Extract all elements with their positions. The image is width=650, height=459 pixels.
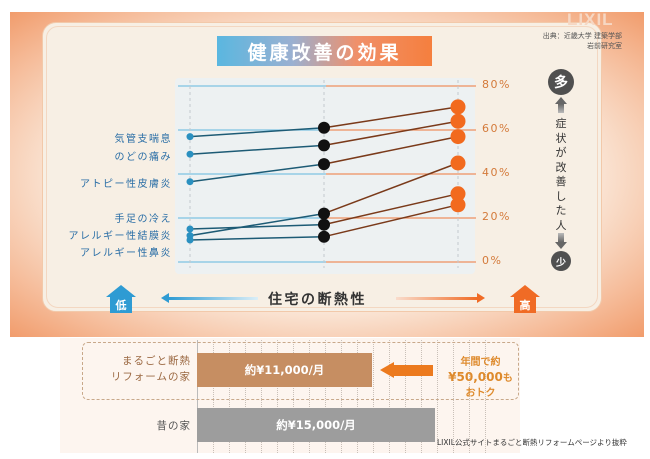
high-house-icon: 高: [510, 285, 540, 313]
data-point-high: [450, 186, 466, 202]
data-point-mid: [318, 218, 330, 231]
low-label: 低: [110, 296, 132, 313]
few-badge: 少: [551, 251, 571, 271]
bar-gridline: [309, 340, 310, 453]
savings-arrow-icon: [380, 362, 433, 379]
savings-note: 年間で約 ¥50,000も おトク: [438, 355, 523, 401]
low-house-icon: 低: [106, 285, 136, 313]
chart-title: 健康改善の効果: [217, 36, 432, 66]
reform-label-line-1: まるごと断熱: [122, 355, 191, 367]
bar-gridline: [341, 340, 342, 453]
lixil-logo: LIXIL: [567, 10, 614, 29]
bar-gridline: [261, 340, 262, 453]
arrow-down-icon: [555, 242, 567, 249]
bar-gridline: [485, 340, 486, 453]
data-point-low: [186, 225, 194, 233]
old-house-label: 昔の家: [156, 420, 191, 432]
high-label: 高: [514, 296, 536, 313]
bar-gridline: [389, 340, 390, 453]
bar-baseline: [197, 340, 198, 453]
reform-highlight-box: [82, 342, 519, 400]
y-tick-label: 40%: [482, 166, 511, 179]
data-point-low: [186, 133, 194, 141]
data-point-high: [450, 99, 466, 115]
bar-gridline: [229, 340, 230, 453]
data-point-low: [186, 178, 194, 186]
bar-gridline: [277, 340, 278, 453]
series-segment: [323, 204, 459, 238]
many-badge: 多: [548, 69, 574, 95]
y-axis-title: 症状が改善した人: [555, 117, 567, 232]
data-point-low: [186, 236, 194, 244]
bar-gridline: [245, 340, 246, 453]
old-cost-bar: 約¥15,000/月: [197, 408, 435, 442]
data-point-mid: [318, 207, 330, 220]
bar-gridline: [293, 340, 294, 453]
series-segment: [189, 235, 325, 241]
source-line-2: 岩前研究室: [587, 42, 622, 50]
caption: LIXIL公式サイトまるごと断熱リフォームページより抜粋: [437, 438, 627, 447]
series-segment: [323, 106, 459, 129]
data-point-mid: [318, 139, 330, 152]
series-segment: [323, 120, 459, 147]
bar-gridline: [421, 340, 422, 453]
series-segment: [189, 223, 325, 230]
x-axis-label: 住宅の断熱性: [268, 292, 367, 308]
savings-prefix: 年間で約: [460, 357, 501, 368]
bar-gridline: [373, 340, 374, 453]
symptom-label: のどの痛み: [114, 152, 172, 163]
arrow-up-stem: [558, 104, 564, 113]
savings-amount: ¥50,000: [448, 370, 503, 384]
data-point-mid: [318, 230, 330, 243]
series-segment: [189, 127, 325, 138]
reform-label-line-2: リフォームの家: [110, 371, 191, 383]
symptom-label: アレルギー性鼻炎: [80, 248, 172, 259]
reform-cost-bar: 約¥11,000/月: [197, 353, 372, 387]
reform-house-label: まるごと断熱 リフォームの家: [96, 353, 191, 385]
symptom-label: アレルギー性結膜炎: [68, 231, 172, 242]
series-segment: [189, 144, 325, 155]
bar-gridline: [357, 340, 358, 453]
data-point-high: [450, 197, 466, 213]
bar-gridline: [325, 340, 326, 453]
y-tick-label: 80%: [482, 78, 511, 91]
symptom-label: 気管支喘息: [114, 134, 172, 145]
series-segment: [323, 162, 459, 215]
source-note: 出典：近畿大学 建築学部 岩前研究室: [543, 31, 622, 51]
data-point-high: [450, 155, 466, 171]
bar-gridline: [453, 340, 454, 453]
bar-gridline: [213, 340, 214, 453]
arrow-left-icon: [161, 293, 258, 303]
savings-suffix: も: [502, 373, 513, 384]
data-point-mid: [318, 158, 330, 171]
data-point-mid: [318, 121, 330, 134]
data-point-high: [450, 129, 466, 145]
series-segment: [189, 212, 325, 237]
source-line-1: 出典：近畿大学 建築学部: [542, 32, 622, 40]
savings-line-2: おトク: [465, 388, 496, 399]
symptom-label: アトピー性皮膚炎: [80, 179, 172, 190]
arrow-down-stem: [558, 233, 564, 242]
series-segment: [323, 135, 459, 165]
bar-gridline: [469, 340, 470, 453]
series-segment: [189, 163, 325, 183]
y-tick-label: 0%: [482, 254, 503, 267]
arrow-right-icon: [396, 293, 485, 303]
arrow-up-icon: [555, 97, 567, 104]
y-tick-label: 60%: [482, 122, 511, 135]
bar-gridline: [405, 340, 406, 453]
data-point-high: [450, 113, 466, 129]
symptom-label: 手足の冷え: [114, 214, 172, 225]
data-point-low: [186, 150, 194, 158]
series-segment: [323, 193, 459, 226]
y-tick-label: 20%: [482, 210, 511, 223]
bar-gridline: [437, 340, 438, 453]
